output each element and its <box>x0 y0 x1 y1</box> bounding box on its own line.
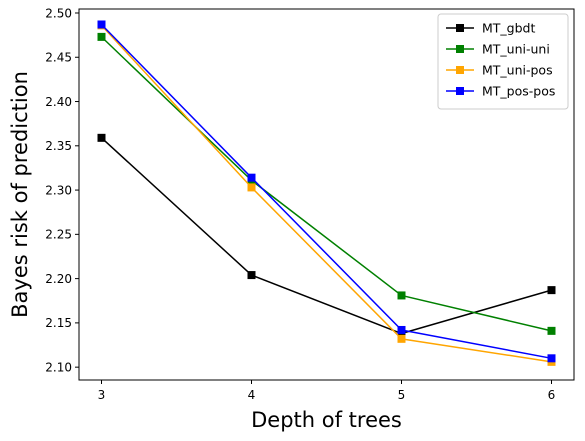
y-axis: 2.10 2.15 2.20 2.25 2.30 2.35 2.40 2.45 2.50 <box>45 6 79 374</box>
x-tick-label: 3 <box>98 388 106 402</box>
legend-item-mt-gbdt: MT_gbdt <box>446 21 535 36</box>
data-point <box>97 20 106 29</box>
legend-box <box>437 13 569 110</box>
legend-label: MT_gbdt <box>482 21 535 36</box>
data-point <box>397 325 406 334</box>
data-point <box>97 133 106 142</box>
series-mt-gbdt <box>97 133 556 338</box>
y-tick-label: 2.50 <box>45 6 72 20</box>
plot-area <box>97 20 556 366</box>
data-point <box>97 32 106 41</box>
legend-item-mt-uni-uni: MT_uni-uni <box>446 42 550 57</box>
y-tick-label: 2.40 <box>45 95 72 109</box>
legend-swatch-marker <box>456 66 464 74</box>
legend-swatch-marker <box>456 24 464 32</box>
legend: MT_gbdt MT_uni-uni MT_uni-pos MT_pos-pos <box>437 13 569 110</box>
data-point <box>397 291 406 300</box>
x-tick-label: 6 <box>548 388 556 402</box>
data-point <box>397 334 406 343</box>
series-mt-pos-pos <box>97 20 556 363</box>
y-tick-label: 2.30 <box>45 183 72 197</box>
y-tick-label: 2.25 <box>45 228 72 242</box>
y-axis-title: Bayes risk of prediction <box>8 71 32 318</box>
x-tick-label: 5 <box>398 388 406 402</box>
series-line <box>100 23 552 360</box>
legend-swatch-marker <box>456 87 464 95</box>
series-line <box>100 24 552 363</box>
legend-swatch-marker <box>456 45 464 53</box>
data-point <box>247 271 256 280</box>
data-point <box>247 183 256 192</box>
y-tick-label: 2.20 <box>45 272 72 286</box>
y-tick-label: 2.10 <box>45 360 72 374</box>
series-line <box>100 36 552 332</box>
data-point <box>547 354 556 363</box>
data-point <box>547 286 556 295</box>
legend-label: MT_uni-pos <box>482 63 553 78</box>
y-tick-label: 2.35 <box>45 139 72 153</box>
legend-item-mt-uni-pos: MT_uni-pos <box>446 63 553 78</box>
legend-label: MT_pos-pos <box>482 84 555 99</box>
data-point <box>547 326 556 335</box>
data-point <box>247 173 256 182</box>
y-tick-label: 2.45 <box>45 51 72 65</box>
y-tick-label: 2.15 <box>45 316 72 330</box>
legend-item-mt-pos-pos: MT_pos-pos <box>446 84 555 99</box>
plot-frame <box>78 8 575 381</box>
legend-label: MT_uni-uni <box>482 42 550 57</box>
x-axis: 3 4 5 6 <box>98 380 556 402</box>
series-line <box>100 137 552 335</box>
x-axis-title: Depth of trees <box>251 408 402 432</box>
x-tick-label: 4 <box>248 388 256 402</box>
